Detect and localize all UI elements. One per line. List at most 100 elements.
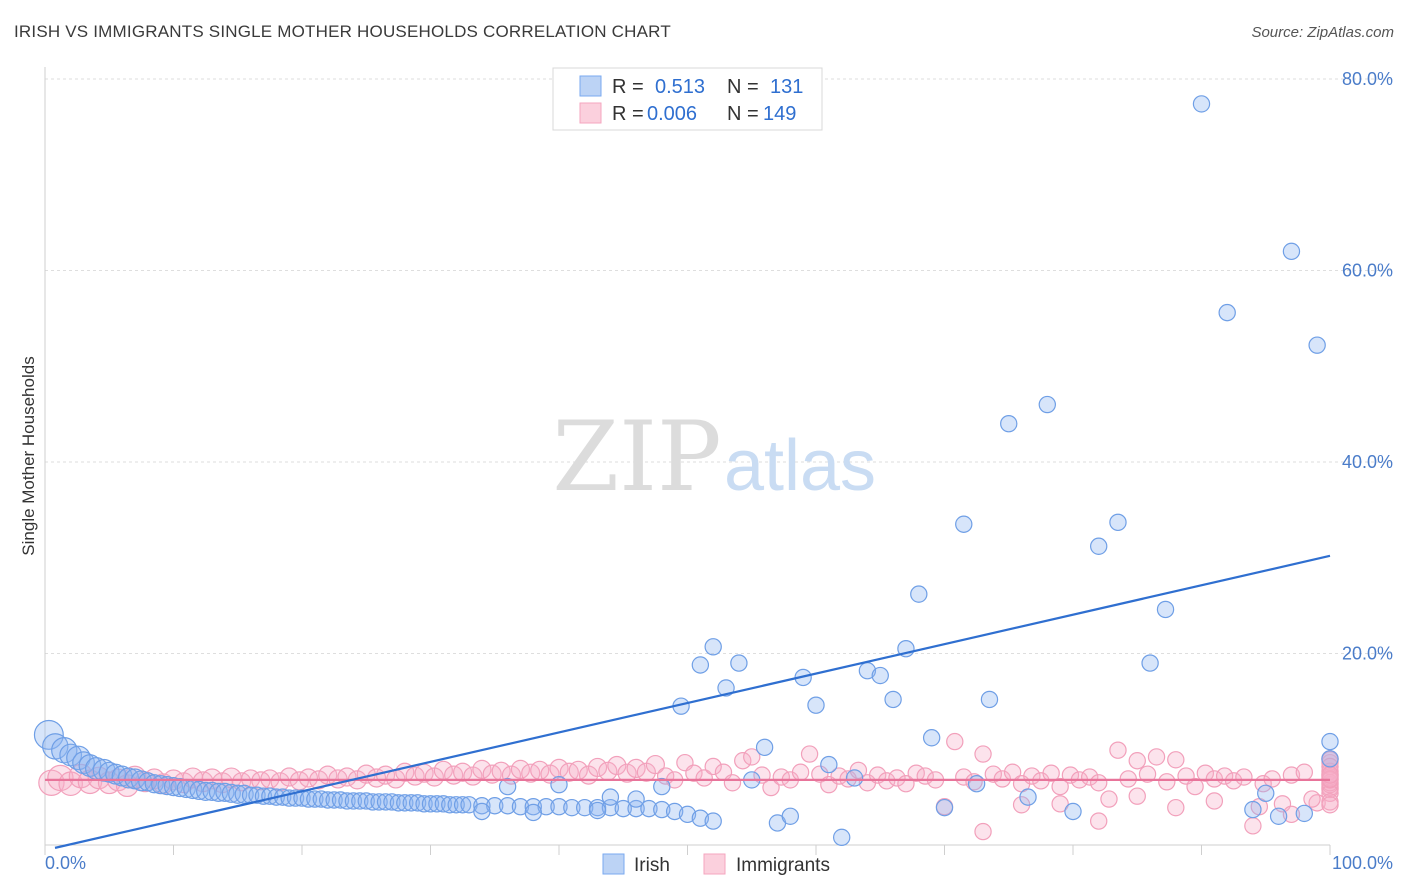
irish-point [1295,804,1314,823]
irish-point [601,788,620,806]
irish-point [59,743,83,767]
series-legend: Irish Immigrants [602,853,830,876]
irish-point [755,738,774,757]
immigrants-point [1042,764,1060,782]
irish-point [338,792,356,810]
irish-point [704,638,722,656]
immigrants-point [270,772,290,792]
immigrants-point [1235,768,1253,786]
immigrants-point [1051,795,1069,813]
irish-point [331,791,350,809]
irish-point [563,798,581,817]
immigrants-point [1089,812,1108,830]
irish-point [588,801,607,820]
irish-point [370,793,388,811]
immigrants-point [549,758,569,779]
immigrants-point [1321,796,1339,814]
immigrants-point [645,754,665,775]
irish-point [293,789,311,807]
irish-point [550,798,568,816]
immigrants-point [38,769,65,796]
irish-point [434,795,453,813]
bottom-legend-swatch-immigrants [703,853,726,875]
legend-swatch-irish [579,75,602,97]
bottom-legend-swatch-irish [602,853,625,875]
irish-point [1282,242,1301,261]
irish-point [408,794,427,812]
immigrants-point [695,769,713,787]
irish-point [228,784,248,804]
irish-point [884,690,902,709]
irish-point [376,793,395,811]
irish-point [845,769,864,787]
irish-point [473,802,491,821]
irish-point [447,796,465,814]
irish-point [1141,654,1159,672]
irish-point [1000,415,1018,433]
irish-point [955,515,973,533]
immigrants-point [1167,798,1185,817]
immigrants-point [1138,765,1157,783]
irish-point [524,803,543,822]
irish-trendline [54,554,1331,849]
irish-point [524,798,543,816]
immigrants-point [1167,751,1185,769]
irish-point [704,812,722,830]
irish-point [1109,513,1127,532]
legend-immigrants-r-label: R = [612,103,644,125]
irish-point [691,656,710,674]
watermark-atlas: atlas [724,426,876,506]
irish-point [833,828,851,847]
irish-point [118,767,140,789]
irish-point [922,729,941,747]
irish-point [640,799,658,818]
immigrants-point [1244,817,1262,835]
irish-point [717,679,735,697]
immigrants-point [974,822,992,841]
irish-point [306,790,324,808]
immigrants-point [1147,748,1166,766]
axes [44,67,1331,855]
irish-point [627,799,645,818]
immigrants-point [974,745,992,763]
legend-immigrants-n-value: 149 [763,103,796,125]
irish-point [428,795,446,813]
gridlines [45,78,1392,654]
irish-point [871,666,889,685]
immigrants-point [685,764,703,782]
trendlines [45,554,1331,849]
irish-point [980,690,999,709]
legend-immigrants-n-label: N = [727,103,759,125]
irish-point [781,807,800,825]
irish-point [1269,807,1288,825]
immigrants-point [1128,787,1146,805]
irish-point [1038,395,1057,414]
stats-legend: R = 0.513 N = 131 R = 0.006 N = 149 [552,67,823,131]
legend-swatch-immigrants [579,102,602,124]
bottom-legend-immigrants: Immigrants [736,855,830,876]
irish-point [396,794,414,812]
immigrants-point [1158,773,1176,791]
irish-point [1218,303,1236,322]
immigrants-point [800,745,819,763]
irish-point [730,654,748,672]
irish-point [678,805,697,824]
immigrants-point [1081,768,1099,786]
immigrants-point [723,774,742,792]
irish-point [248,786,266,804]
irish-point [1089,537,1108,555]
irish-point [78,754,102,777]
immigrants-point [472,759,492,779]
immigrants-point [453,762,473,782]
irish-point [1156,600,1175,619]
irish-point [1064,802,1082,821]
irish-point [363,793,382,811]
immigrants-point [1128,752,1146,770]
irish-point [1257,784,1275,802]
immigrants-point [1100,790,1118,808]
immigrants-point [1186,777,1204,796]
irish-point [1321,750,1339,768]
watermark-zip: ZIP [552,401,721,513]
immigrants-point [1303,790,1321,808]
tick-labels: 20.0% 40.0% 60.0% 80.0% 0.0% 100.0% [45,69,1393,873]
